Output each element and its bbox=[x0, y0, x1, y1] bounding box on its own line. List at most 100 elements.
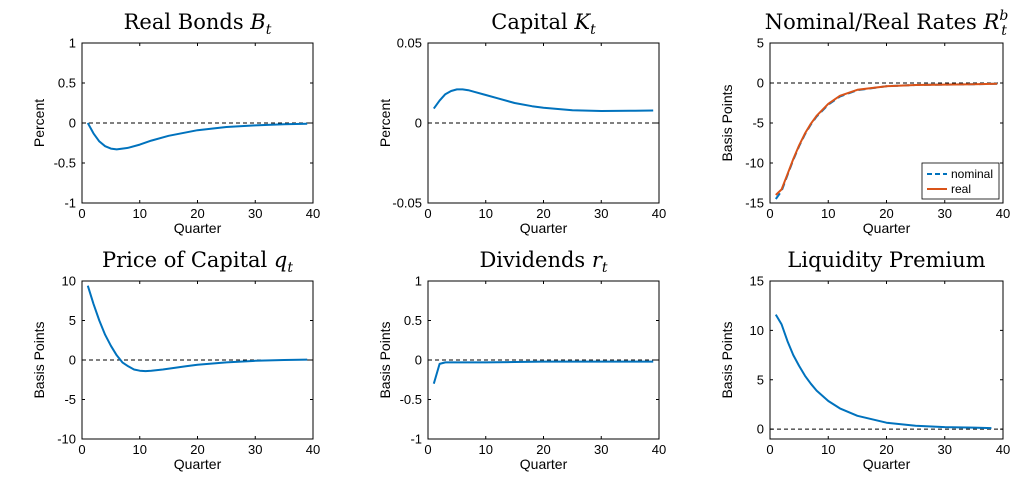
title-subscript: t bbox=[590, 22, 596, 38]
y-tick-label: 0 bbox=[757, 422, 764, 437]
chart-title: Dividends rt bbox=[479, 248, 607, 276]
series-line-real bbox=[775, 82, 998, 196]
series-line-1 bbox=[432, 88, 654, 112]
x-axis-label: Quarter bbox=[174, 220, 222, 236]
legend-label-nominal: nominal bbox=[951, 167, 993, 181]
x-tick-label: 20 bbox=[879, 206, 893, 221]
x-axis-label: Quarter bbox=[863, 456, 911, 472]
chart-panel-2: Capital Kt0 10 20 30 40-0.0500.05QuarterPerc… bbox=[377, 10, 666, 236]
x-tick-label: 40 bbox=[306, 206, 320, 221]
y-tick-label: 0 bbox=[415, 353, 422, 368]
y-tick-label: 10 bbox=[62, 274, 76, 289]
chart-title: Liquidity Premium bbox=[787, 248, 985, 272]
title-text: Real Bonds bbox=[124, 10, 251, 34]
y-tick-label: 0.5 bbox=[58, 76, 76, 91]
x-tick-label: 40 bbox=[996, 206, 1010, 221]
x-tick-label: 10 bbox=[821, 206, 835, 221]
x-tick-label: 20 bbox=[190, 206, 204, 221]
title-text: Dividends bbox=[479, 248, 591, 272]
series-line-1 bbox=[774, 314, 992, 430]
x-tick-label: 0 bbox=[424, 206, 431, 221]
title-subscript: t bbox=[287, 260, 293, 276]
y-tick-label: 0 bbox=[69, 353, 76, 368]
title-subscript: t bbox=[1001, 23, 1007, 39]
title-subscript: t bbox=[602, 260, 608, 276]
series-line-1 bbox=[86, 285, 308, 373]
y-tick-label: -5 bbox=[64, 392, 76, 407]
series-line-1 bbox=[86, 122, 308, 151]
y-axis-label: Basis Points bbox=[719, 84, 735, 161]
y-tick-label: -1 bbox=[410, 432, 422, 447]
y-tick-label: 5 bbox=[757, 36, 764, 51]
y-tick-label: -0.5 bbox=[54, 156, 76, 171]
x-tick-label: 20 bbox=[536, 442, 550, 457]
y-tick-label: 0.5 bbox=[404, 313, 422, 328]
y-tick-label: -0.5 bbox=[400, 392, 422, 407]
title-variable: R bbox=[983, 10, 1000, 34]
title-variable: B bbox=[249, 10, 265, 34]
axes-box bbox=[769, 280, 1004, 440]
title-variable: K bbox=[573, 10, 591, 34]
x-tick-label: 20 bbox=[190, 442, 204, 457]
y-tick-label: 0 bbox=[69, 116, 76, 131]
x-tick-label: 10 bbox=[133, 206, 147, 221]
y-tick-label: 1 bbox=[69, 36, 76, 51]
chart-panel-6: Liquidity Premium 0 10 20 30 40 0 5 10 15 Quarter B… bbox=[719, 248, 1010, 472]
y-axis-label: Percent bbox=[31, 99, 47, 147]
chart-panel-1: Real Bonds Bt 0 10 20 30 40 -1 -0.5 0 0.5 1 Quarter… bbox=[31, 10, 320, 236]
title-superscript: b bbox=[999, 8, 1008, 24]
y-tick-label: -10 bbox=[57, 432, 76, 447]
y-tick-label: 5 bbox=[757, 372, 764, 387]
chart-panel-4: Price of Capital qt 0 10 20 30 40 -10 -5 0 5 10 Qua… bbox=[31, 248, 320, 472]
x-axis-label: Quarter bbox=[863, 220, 911, 236]
x-axis-label: Quarter bbox=[174, 456, 222, 472]
legend-box bbox=[921, 162, 1000, 200]
y-tick-label: 0.05 bbox=[397, 36, 422, 51]
x-tick-label: 10 bbox=[479, 206, 493, 221]
y-axis-label: Basis Points bbox=[719, 321, 735, 398]
chart-title: Nominal/Real Rates Rb t bbox=[765, 8, 1009, 39]
y-tick-label: 10 bbox=[750, 323, 764, 338]
x-tick-label: 0 bbox=[766, 206, 773, 221]
x-tick-label: 10 bbox=[479, 442, 493, 457]
title-variable: q bbox=[274, 248, 287, 272]
x-axis-label: Quarter bbox=[520, 456, 568, 472]
y-tick-label: 0 bbox=[415, 116, 422, 131]
title-subscript: t bbox=[266, 22, 272, 38]
x-tick-label: 30 bbox=[594, 206, 608, 221]
x-tick-label: 0 bbox=[78, 206, 85, 221]
title-text: Nominal/Real Rates bbox=[765, 10, 984, 34]
y-axis-label: Percent bbox=[377, 99, 393, 147]
chart-panel-3: Nominal/Real Rates Rb t 0 10 20 30 40 -15 -10 -5 0… bbox=[719, 8, 1010, 236]
x-axis-label: Quarter bbox=[520, 220, 568, 236]
y-tick-label: -15 bbox=[745, 196, 764, 211]
x-tick-label: 0 bbox=[766, 442, 773, 457]
title-text: Liquidity Premium bbox=[787, 248, 985, 272]
y-tick-label: -0.05 bbox=[392, 196, 422, 211]
chart-title: Capital Kt bbox=[491, 10, 596, 38]
x-tick-label: 0 bbox=[424, 442, 431, 457]
title-text: Capital bbox=[491, 10, 574, 34]
x-tick-label: 40 bbox=[652, 206, 666, 221]
x-tick-label: 40 bbox=[306, 442, 320, 457]
y-tick-label: 0 bbox=[757, 76, 764, 91]
series-line-1 bbox=[432, 360, 654, 384]
title-text: Price of Capital bbox=[102, 248, 274, 272]
chart-panel-5: Dividends rt 0 10 20 30 40 -1 -0.5 0 0.5 1 Quarter B… bbox=[377, 248, 666, 472]
x-tick-label: 30 bbox=[594, 442, 608, 457]
x-tick-label: 10 bbox=[133, 442, 147, 457]
x-tick-label: 0 bbox=[78, 442, 85, 457]
x-tick-label: 40 bbox=[996, 442, 1010, 457]
legend-label-real: real bbox=[951, 182, 971, 196]
x-tick-label: 20 bbox=[879, 442, 893, 457]
chart-title: Real Bonds Bt bbox=[124, 10, 272, 38]
y-tick-label: -1 bbox=[64, 196, 76, 211]
y-tick-label: -10 bbox=[745, 156, 764, 171]
y-tick-label: -5 bbox=[752, 116, 764, 131]
title-variable: r bbox=[592, 248, 604, 272]
x-tick-label: 30 bbox=[248, 442, 262, 457]
x-tick-label: 10 bbox=[821, 442, 835, 457]
y-tick-label: 5 bbox=[69, 313, 76, 328]
y-axis-label: Basis Points bbox=[377, 321, 393, 398]
